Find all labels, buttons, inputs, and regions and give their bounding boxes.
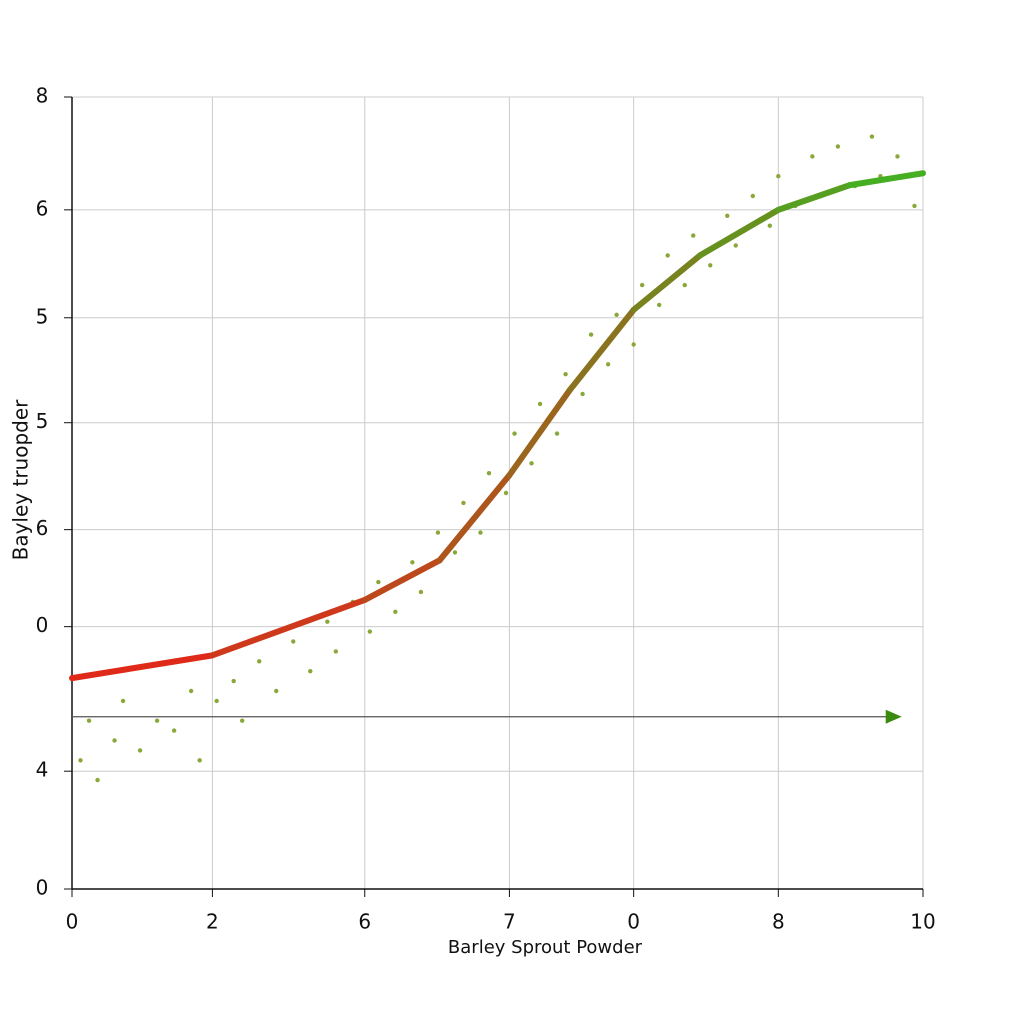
scatter-point (733, 243, 738, 248)
y-tick-label: 0 (36, 876, 49, 900)
scatter-point (86, 718, 92, 723)
scatter-point (188, 688, 194, 694)
scatter-point (665, 253, 670, 258)
fit-curve-segment (361, 557, 443, 603)
scatter-point (376, 579, 381, 585)
x-axis-label: Barley Sprout Powder (448, 937, 643, 958)
scatter-point (691, 233, 696, 238)
arrow-head (885, 709, 902, 724)
fit-curve-segment (566, 306, 637, 394)
fit-curve-segment (69, 652, 216, 682)
scatter-point (154, 718, 160, 723)
scatter-point (554, 431, 560, 436)
y-tick-label: 0 (36, 613, 49, 637)
scatter-point (478, 530, 483, 535)
x-tick-label: 6 (358, 910, 371, 934)
scatter-point (78, 758, 83, 763)
scatter-point (656, 302, 662, 308)
x-tick-label: 0 (627, 910, 640, 934)
scatter-point (240, 718, 245, 723)
scatter-point (410, 560, 415, 565)
scatter-point (231, 678, 236, 684)
scatter-point (435, 530, 441, 535)
y-axis-label: Bayley truopder (9, 399, 33, 561)
scatter-point (214, 698, 219, 704)
x-tick-label: 8 (772, 910, 785, 934)
scatter-point (869, 134, 875, 139)
scatter-point (776, 174, 781, 179)
scatter-point (767, 223, 773, 228)
scatter-point (563, 372, 568, 377)
y-tick-label: 6 (36, 196, 49, 220)
scatter-point (912, 203, 917, 209)
y-tick-label: 5 (36, 304, 49, 328)
fit-curve-segment (436, 472, 513, 564)
scatter-point (512, 431, 517, 436)
scatter-point (461, 500, 466, 506)
scatter-point (393, 609, 398, 614)
scatter-point (171, 728, 177, 733)
scatter-point (708, 263, 713, 268)
x-tick-label: 10 (910, 910, 935, 934)
y-tick-label: 5 (36, 409, 49, 433)
scatter-point (418, 589, 424, 595)
scatter-point (274, 688, 279, 694)
scatter-point (639, 282, 645, 288)
fit-curve-segment (846, 170, 926, 189)
x-tick-label: 0 (66, 910, 79, 934)
fit-curve-segment (209, 596, 368, 659)
fit-curve-segment (775, 182, 853, 213)
scatter-point (95, 777, 100, 783)
x-tick-label: 2 (206, 910, 219, 934)
scatter-point (725, 213, 730, 218)
fit-curve-segment (506, 387, 573, 479)
scatter-point (750, 193, 755, 199)
scatter-point (529, 461, 534, 466)
scatter-point (120, 698, 126, 704)
scatter-point (895, 154, 900, 159)
scatter-point (605, 362, 611, 367)
x-tick-label: 7 (503, 910, 516, 934)
scatter-point (580, 391, 585, 397)
fit-curve-segment (630, 252, 704, 313)
scatter-point (835, 144, 841, 149)
scatter-point (810, 154, 815, 159)
scatter-point (367, 629, 373, 634)
scatter-point (325, 619, 330, 624)
fit-curve-segment (697, 206, 782, 259)
scatter-point (452, 550, 458, 555)
scatter-point (682, 282, 687, 288)
scatter-point (503, 490, 509, 496)
scatter-point (614, 312, 619, 317)
y-tick-label: 6 (36, 516, 49, 540)
scatter-point (631, 342, 636, 347)
scatter-point (137, 748, 143, 753)
scatter-point (257, 659, 262, 664)
scatter-point (588, 332, 594, 337)
scatter-point (308, 669, 313, 674)
scatter-point (537, 401, 543, 407)
scatter-point (486, 471, 492, 476)
scatter-point (291, 639, 296, 644)
y-tick-label: 4 (36, 758, 49, 782)
scatter-point (112, 738, 117, 743)
y-tick-label: 8 (36, 84, 49, 108)
scatter-point (333, 649, 339, 654)
scatter-point (197, 758, 202, 763)
